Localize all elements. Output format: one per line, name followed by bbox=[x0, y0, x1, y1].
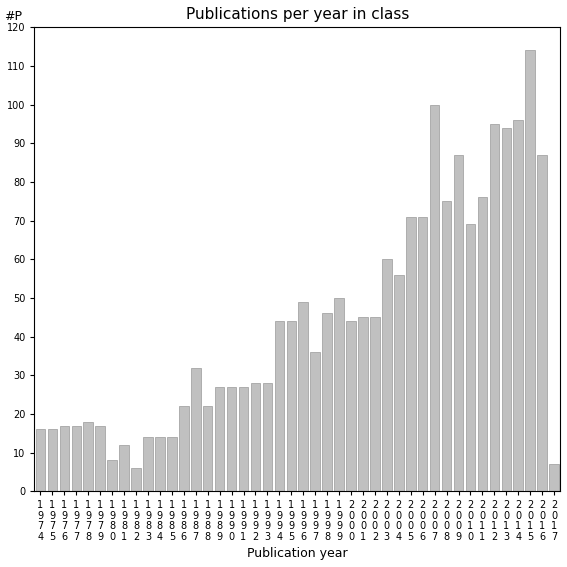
X-axis label: Publication year: Publication year bbox=[247, 547, 348, 560]
Bar bbox=[514, 120, 523, 491]
Bar bbox=[430, 104, 439, 491]
Bar bbox=[394, 275, 404, 491]
Bar bbox=[418, 217, 428, 491]
Bar bbox=[346, 321, 356, 491]
Bar bbox=[107, 460, 117, 491]
Bar bbox=[370, 318, 380, 491]
Y-axis label: #P: #P bbox=[5, 10, 23, 23]
Bar bbox=[167, 437, 176, 491]
Bar bbox=[227, 387, 236, 491]
Bar bbox=[502, 128, 511, 491]
Bar bbox=[358, 318, 368, 491]
Bar bbox=[489, 124, 499, 491]
Bar bbox=[119, 445, 129, 491]
Bar bbox=[203, 406, 213, 491]
Bar bbox=[215, 387, 225, 491]
Bar bbox=[274, 321, 284, 491]
Bar bbox=[286, 321, 296, 491]
Bar bbox=[549, 464, 559, 491]
Bar bbox=[454, 155, 463, 491]
Bar bbox=[131, 468, 141, 491]
Bar bbox=[323, 314, 332, 491]
Bar bbox=[251, 383, 260, 491]
Title: Publications per year in class: Publications per year in class bbox=[185, 7, 409, 22]
Bar bbox=[310, 352, 320, 491]
Bar bbox=[48, 429, 57, 491]
Bar bbox=[298, 302, 308, 491]
Bar bbox=[71, 426, 81, 491]
Bar bbox=[191, 367, 201, 491]
Bar bbox=[442, 201, 451, 491]
Bar bbox=[60, 426, 69, 491]
Bar bbox=[538, 155, 547, 491]
Bar bbox=[526, 50, 535, 491]
Bar bbox=[95, 426, 105, 491]
Bar bbox=[335, 298, 344, 491]
Bar bbox=[155, 437, 164, 491]
Bar bbox=[263, 383, 272, 491]
Bar bbox=[179, 406, 189, 491]
Bar bbox=[466, 225, 475, 491]
Bar bbox=[477, 197, 487, 491]
Bar bbox=[83, 422, 93, 491]
Bar bbox=[239, 387, 248, 491]
Bar bbox=[36, 429, 45, 491]
Bar bbox=[382, 259, 392, 491]
Bar bbox=[406, 217, 416, 491]
Bar bbox=[143, 437, 153, 491]
